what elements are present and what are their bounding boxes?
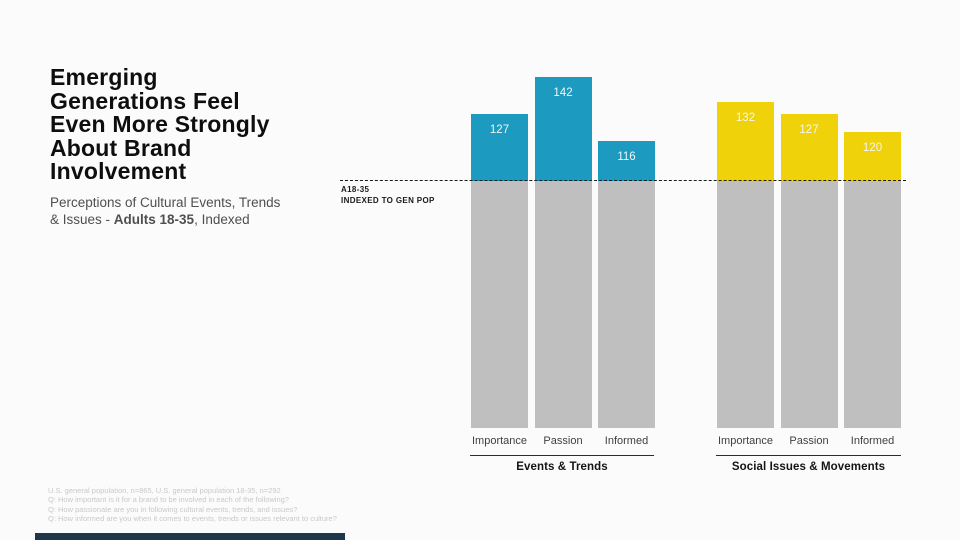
social-issues-caption: Social Issues & Movements: [731, 461, 886, 473]
bar-above-index-segment: 127: [780, 114, 838, 181]
title-line: Even More Strongly: [50, 111, 270, 137]
footnotes: U.S. general population, n=865, U.S. gen…: [48, 486, 337, 524]
footnote-question-3: Q: How informed are you when it comes to…: [48, 514, 337, 524]
bar-above-index-segment: 127: [471, 114, 528, 181]
subtitle-audience: Adults 18-35: [113, 212, 195, 227]
title-line: Involvement: [50, 158, 187, 184]
bar-passion-social: 127: [780, 114, 838, 428]
bar-above-index-segment: 132: [717, 101, 774, 181]
axis-label-passion-social: Passion: [789, 435, 829, 447]
footnote-sample-sizes: U.S. general population, n=865, U.S. gen…: [48, 486, 281, 495]
events-trends-underline: [470, 455, 654, 456]
bar-informed-social: 120: [844, 131, 901, 428]
bar-value-label: 127: [799, 124, 819, 137]
axis-label-informed-events: Informed: [604, 435, 649, 447]
bar-importance-social: 132: [717, 101, 774, 428]
baseline-label-line1: A18-35: [341, 185, 370, 194]
index-baseline-dashed-line: [340, 180, 906, 181]
social-issues-underline: [716, 455, 901, 456]
bar-value-label: 132: [735, 111, 756, 124]
bar-above-index-segment: 116: [598, 141, 655, 181]
slide-subtitle: Perceptions of Cultural Events, Trends &…: [50, 194, 284, 228]
title-line: Emerging: [50, 64, 158, 90]
subtitle-text: Perceptions of Cultural Events, Trends &…: [50, 195, 281, 227]
axis-label-passion-events: Passion: [543, 435, 583, 447]
bar-passion-events: 142: [534, 77, 592, 428]
subtitle-suffix: , Indexed: [194, 212, 250, 227]
bar-above-index-segment: 142: [534, 77, 592, 181]
title-line: About Brand: [50, 134, 192, 161]
bar-value-label: 120: [862, 141, 883, 154]
events-trends-caption: Events & Trends: [516, 461, 608, 473]
axis-label-importance-events: Importance: [471, 435, 528, 447]
axis-label-informed-social: Informed: [850, 435, 895, 447]
footnote-question-1: Q: How important is it for a brand to be…: [48, 495, 289, 505]
index-baseline-label: A18-35 INDEXED TO GEN POP: [341, 185, 435, 206]
bar-value-label: 142: [553, 87, 573, 100]
bar-value-label: 116: [617, 151, 636, 164]
slide-title: Emerging Generations Feel Even More Stro…: [50, 64, 340, 184]
axis-label-importance-social: Importance: [717, 435, 774, 447]
bottom-progress-bar: [35, 533, 345, 540]
bar-above-index-segment: 120: [844, 131, 901, 181]
bar-informed-events: 116: [598, 141, 655, 428]
footnote-question-2: Q: How passionate are you in following c…: [48, 504, 298, 514]
bar-importance-events: 127: [471, 114, 528, 428]
title-line: Generations Feel: [50, 87, 240, 114]
baseline-label-line2: INDEXED TO GEN POP: [341, 195, 435, 205]
bar-value-label: 127: [489, 124, 510, 137]
